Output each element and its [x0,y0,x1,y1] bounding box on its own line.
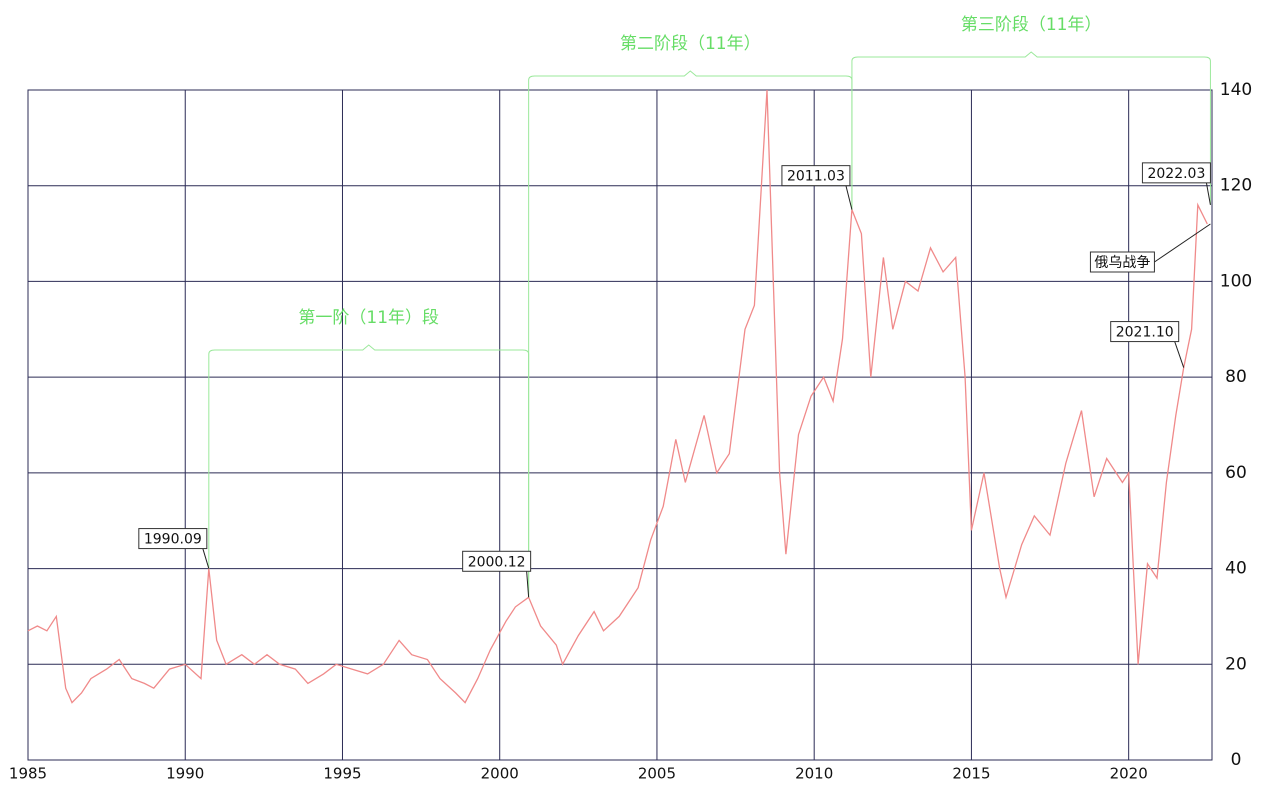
annotation-box [1141,162,1211,184]
annotation-label: 2011.03 [787,169,845,185]
y-tick-label: 80 [1225,367,1247,387]
x-tick-label: 1995 [323,765,361,783]
stage-bracket [528,70,853,598]
annotation-box [1089,251,1155,273]
x-tick-label: 2020 [1110,765,1148,783]
y-tick-label: 20 [1225,654,1247,674]
x-tick-label: 2015 [952,765,990,783]
annotation-label: 俄乌战争 [1094,255,1150,271]
annotation-label: 2000.12 [468,554,526,570]
stage-label: 第二阶段（11年） [620,34,761,54]
annotation-label: 2022.03 [1147,166,1205,182]
x-tick-label: 2010 [795,765,833,783]
annotation-box [138,528,208,550]
plot-frame [27,89,1213,761]
stage-label: 第一阶（11年）段 [298,308,439,328]
data-line [27,89,1208,704]
annotation-leader [526,571,530,598]
y-tick-label: 60 [1225,463,1247,483]
annotation-leader [845,185,853,210]
y-tick-label: 140 [1220,80,1252,100]
annotation-leader [202,548,210,569]
y-tick-label: 120 [1220,176,1252,196]
annotation-box [1110,321,1180,343]
annotation-leader [1205,182,1211,205]
y-tick-label: 40 [1225,559,1247,579]
x-tick-label: 2000 [481,765,519,783]
stage-label: 第三阶段（11年） [961,15,1102,35]
annotation-leader [1174,341,1185,368]
x-tick-label: 2005 [638,765,676,783]
annotation-box [462,550,532,572]
stage-bracket [851,51,1211,210]
annotation-label: 1990.09 [144,532,202,548]
x-tick-label: 1985 [9,765,47,783]
stage-bracket [208,344,530,598]
y-tick-label: 0 [1231,750,1242,770]
x-tick-label: 1990 [166,765,204,783]
y-tick-label: 100 [1220,271,1252,291]
annotation-box [781,165,851,187]
annotation-leader [1154,223,1211,263]
annotation-label: 2021.10 [1116,325,1174,341]
